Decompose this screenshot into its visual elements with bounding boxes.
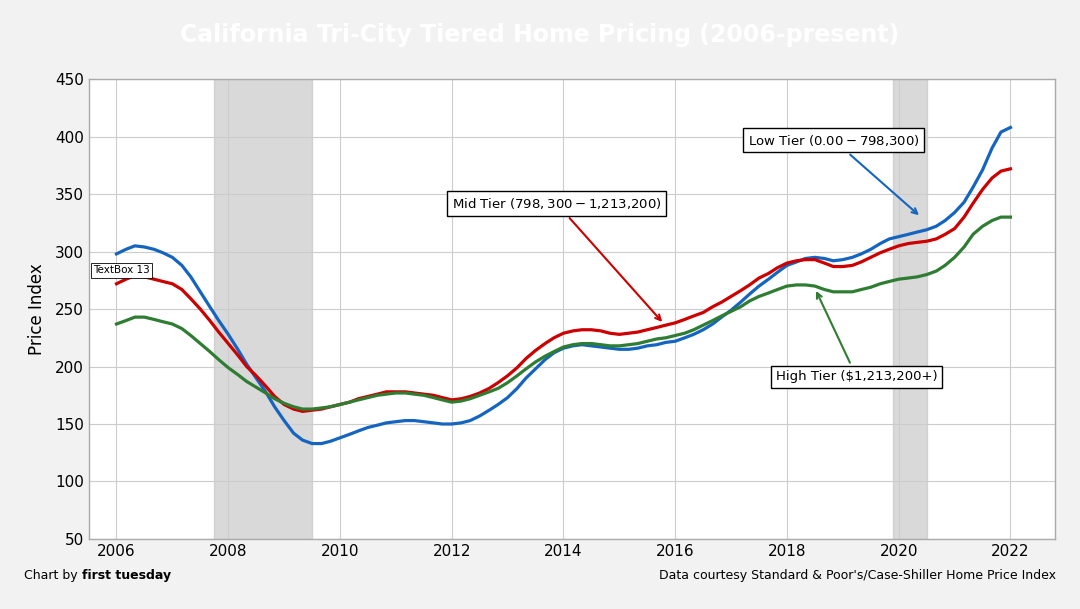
Text: Chart by: Chart by [24,569,81,582]
Text: High Tier ($1,213,200+): High Tier ($1,213,200+) [775,293,937,383]
Text: Data courtesy Standard & Poor's/Case-Shiller Home Price Index: Data courtesy Standard & Poor's/Case-Shi… [659,569,1056,582]
Bar [893,79,927,539]
Text: California Tri-City Tiered Home Pricing (2006-present): California Tri-City Tiered Home Pricing … [180,23,900,47]
Text: TextBox 13: TextBox 13 [93,266,150,275]
Y-axis label: Price Index: Price Index [28,263,46,355]
Text: Mid Tier ($798,300 - $1,213,200): Mid Tier ($798,300 - $1,213,200) [451,196,661,320]
Text: first tuesday: first tuesday [82,569,172,582]
Text: Low Tier ($0.00 - $798,300): Low Tier ($0.00 - $798,300) [747,133,920,214]
Bar [214,79,312,539]
